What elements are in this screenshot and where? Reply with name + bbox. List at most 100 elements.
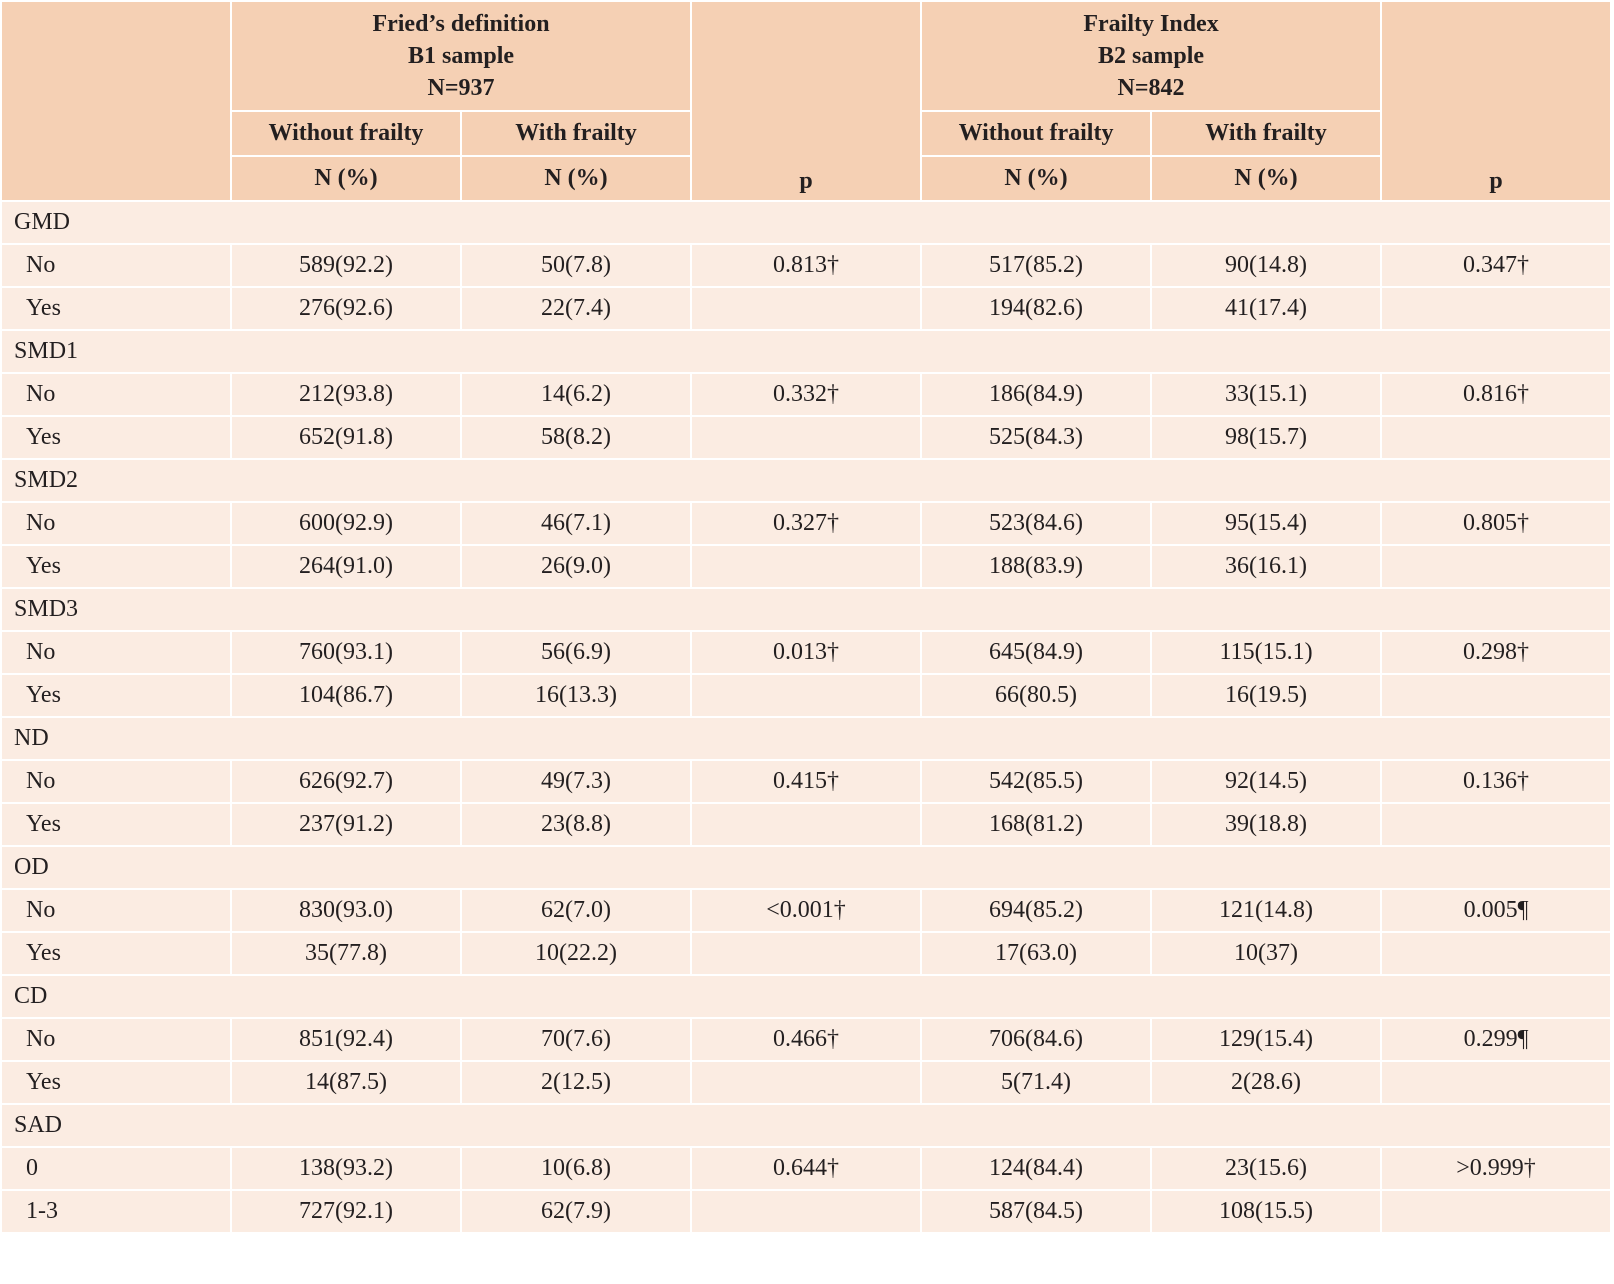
fi-without-unit: N (%) xyxy=(920,155,1153,202)
fi-without-cell: 542(85.5) xyxy=(920,759,1153,804)
fi-without-cell: 587(84.5) xyxy=(920,1189,1153,1234)
fi-with-cell: 16(19.5) xyxy=(1150,673,1383,718)
fi-with-cell: 41(17.4) xyxy=(1150,286,1383,331)
fi-p-cell xyxy=(1380,1189,1613,1234)
group-label: SAD xyxy=(0,1103,1613,1148)
fried-p-cell xyxy=(690,931,923,976)
fi-p-cell xyxy=(1380,802,1613,847)
fried-without-cell: 626(92.7) xyxy=(230,759,462,804)
fi-sample: B2 sample xyxy=(1098,43,1205,69)
fi-p-cell: 0.298† xyxy=(1380,630,1613,675)
row-label: No xyxy=(0,1017,232,1062)
fi-p-cell: 0.347† xyxy=(1380,243,1613,288)
corner-cell xyxy=(0,0,232,202)
fi-with-cell: 39(18.8) xyxy=(1150,802,1383,847)
row-label: No xyxy=(0,243,232,288)
fried-without-cell: 851(92.4) xyxy=(230,1017,462,1062)
group-label: GMD xyxy=(0,200,1613,245)
fried-p-cell xyxy=(690,1189,923,1234)
table-row: No 626(92.7) 49(7.3) 0.415† 542(85.5) 92(14.5… xyxy=(0,759,1613,804)
fried-p-cell xyxy=(690,802,923,847)
table-row: No 830(93.0) 62(7.0) <0.001† 694(85.2) 121(14… xyxy=(0,888,1613,933)
fried-with-cell: 16(13.3) xyxy=(459,673,693,718)
fi-without-cell: 694(85.2) xyxy=(920,888,1153,933)
group-row: ND xyxy=(0,716,1613,761)
fried-without-header: Without frailty xyxy=(230,110,462,157)
fi-without-cell: 186(84.9) xyxy=(920,372,1153,417)
group-row: SAD xyxy=(0,1103,1613,1148)
row-label: Yes xyxy=(0,1060,232,1105)
table-row: 1-3 727(92.1) 62(7.9) 587(84.5) 108(15.5) xyxy=(0,1189,1613,1234)
fried-with-cell: 62(7.0) xyxy=(459,888,693,933)
table-row: Yes 35(77.8) 10(22.2) 17(63.0) 10(37) xyxy=(0,931,1613,976)
fi-with-cell: 2(28.6) xyxy=(1150,1060,1383,1105)
fried-p-cell xyxy=(690,1060,923,1105)
frailty-table: Fried’s definition B1 sample N=937 p Fra… xyxy=(0,0,1613,1234)
row-label: No xyxy=(0,372,232,417)
group-row: SMD2 xyxy=(0,458,1613,503)
fi-p-header: p xyxy=(1380,0,1613,202)
row-label: Yes xyxy=(0,931,232,976)
fried-p-cell: 0.466† xyxy=(690,1017,923,1062)
fried-with-cell: 10(22.2) xyxy=(459,931,693,976)
fried-with-header: With frailty xyxy=(459,110,693,157)
fried-p-cell: 0.644† xyxy=(690,1146,923,1191)
table-header: Fried’s definition B1 sample N=937 p Fra… xyxy=(0,0,1613,202)
row-label: Yes xyxy=(0,673,232,718)
fi-without-cell: 66(80.5) xyxy=(920,673,1153,718)
fried-without-cell: 264(91.0) xyxy=(230,544,462,589)
fried-p-cell: 0.813† xyxy=(690,243,923,288)
fried-with-cell: 49(7.3) xyxy=(459,759,693,804)
fried-p-cell: 0.415† xyxy=(690,759,923,804)
fried-without-cell: 237(91.2) xyxy=(230,802,462,847)
fi-without-cell: 194(82.6) xyxy=(920,286,1153,331)
fi-without-cell: 525(84.3) xyxy=(920,415,1153,460)
group-label: SMD3 xyxy=(0,587,1613,632)
fi-group-header: Frailty Index B2 sample N=842 xyxy=(920,0,1383,112)
fi-with-cell: 33(15.1) xyxy=(1150,372,1383,417)
fi-p-cell: 0.005¶ xyxy=(1380,888,1613,933)
fried-sample: B1 sample xyxy=(408,43,515,69)
group-row: CD xyxy=(0,974,1613,1019)
fried-n: N=937 xyxy=(427,75,495,101)
table-row: Yes 237(91.2) 23(8.8) 168(81.2) 39(18.8) xyxy=(0,802,1613,847)
table-row: Yes 652(91.8) 58(8.2) 525(84.3) 98(15.7) xyxy=(0,415,1613,460)
fi-with-cell: 129(15.4) xyxy=(1150,1017,1383,1062)
table-row: No 851(92.4) 70(7.6) 0.466† 706(84.6) 129(15.… xyxy=(0,1017,1613,1062)
fried-with-unit: N (%) xyxy=(459,155,693,202)
fi-with-unit: N (%) xyxy=(1150,155,1383,202)
fried-p-cell: 0.013† xyxy=(690,630,923,675)
fi-p-cell xyxy=(1380,1060,1613,1105)
fi-without-cell: 645(84.9) xyxy=(920,630,1153,675)
fried-with-cell: 2(12.5) xyxy=(459,1060,693,1105)
fried-p-cell xyxy=(690,415,923,460)
fi-p-cell xyxy=(1380,673,1613,718)
fi-without-cell: 706(84.6) xyxy=(920,1017,1153,1062)
fried-with-cell: 14(6.2) xyxy=(459,372,693,417)
row-label: No xyxy=(0,759,232,804)
fi-p-cell: >0.999† xyxy=(1380,1146,1613,1191)
table-row: No 589(92.2) 50(7.8) 0.813† 517(85.2) 90(14.8… xyxy=(0,243,1613,288)
group-label: OD xyxy=(0,845,1613,890)
fried-p-cell xyxy=(690,286,923,331)
fi-p-cell xyxy=(1380,415,1613,460)
fi-p-cell: 0.816† xyxy=(1380,372,1613,417)
fi-with-cell: 90(14.8) xyxy=(1150,243,1383,288)
fried-without-cell: 830(93.0) xyxy=(230,888,462,933)
row-label: No xyxy=(0,888,232,933)
fi-without-cell: 17(63.0) xyxy=(920,931,1153,976)
table-row: Yes 264(91.0) 26(9.0) 188(83.9) 36(16.1) xyxy=(0,544,1613,589)
fried-with-cell: 70(7.6) xyxy=(459,1017,693,1062)
fried-without-unit: N (%) xyxy=(230,155,462,202)
fried-without-cell: 104(86.7) xyxy=(230,673,462,718)
fried-without-cell: 276(92.6) xyxy=(230,286,462,331)
row-label: Yes xyxy=(0,415,232,460)
fi-without-cell: 168(81.2) xyxy=(920,802,1153,847)
fried-p-cell xyxy=(690,673,923,718)
fried-title: Fried’s definition xyxy=(372,11,550,37)
fried-p-cell: 0.327† xyxy=(690,501,923,546)
fi-with-cell: 108(15.5) xyxy=(1150,1189,1383,1234)
fried-with-cell: 56(6.9) xyxy=(459,630,693,675)
fi-with-cell: 23(15.6) xyxy=(1150,1146,1383,1191)
row-label: Yes xyxy=(0,544,232,589)
